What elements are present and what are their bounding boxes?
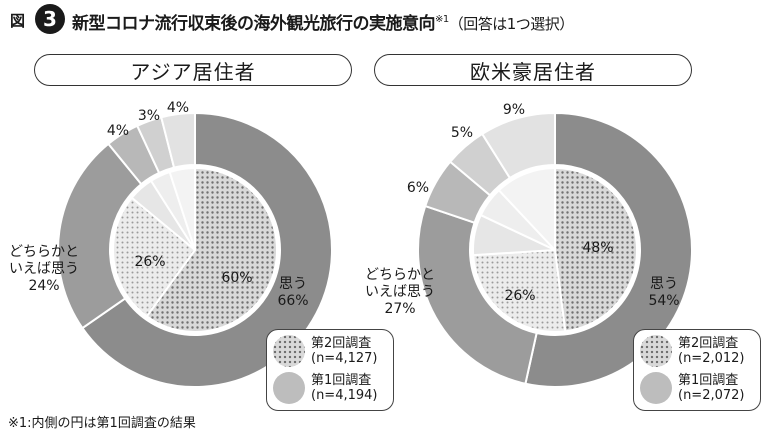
- inner-label-1: 26%: [134, 254, 165, 270]
- legend-swatch-wave2: [273, 335, 305, 367]
- chart-title: 新型コロナ流行収束後の海外観光旅行の実施意向※1（回答は1つ選択）: [72, 9, 574, 34]
- inner-slice-1: [112, 196, 197, 318]
- donut-asia: 思う 66% どちらかといえば思う 24% 4% 3% 4% 60% 26%: [9, 100, 333, 388]
- donut-west: 思う 54% どちらかといえば思う 27% 6% 5% 9% 48% 26%: [365, 102, 693, 388]
- outer-label-3: 3%: [138, 108, 160, 124]
- inner-label-0: 60%: [221, 270, 252, 286]
- legend-wave2-name: 第2回調査: [678, 336, 739, 351]
- panel-title-asia: アジア居住者: [34, 54, 352, 86]
- inner-slice-0: [554, 166, 638, 333]
- outer-label-4: 4%: [167, 100, 189, 116]
- figure-number-badge: 3: [35, 4, 65, 34]
- outer-label-3: 5%: [451, 125, 473, 141]
- panel-title-west: 欧米豪居住者: [374, 54, 692, 86]
- figure-label: 図: [10, 12, 26, 30]
- legend-wave1-name: 第1回調査: [678, 373, 739, 388]
- legend-wave1-name: 第1回調査: [311, 373, 372, 388]
- chart-title-note: ※1: [435, 14, 449, 25]
- legend-item-wave1: 第1回調査 (n=4,194): [273, 372, 378, 404]
- inner-slice-0: [145, 166, 278, 333]
- outer-slice-1: [417, 204, 538, 385]
- outer-slice-4: [480, 111, 556, 180]
- legend-item-wave2: 第2回調査 (n=4,127): [273, 335, 378, 367]
- legend-item-wave2: 第2回調査 (n=2,012): [640, 335, 745, 367]
- inner-label-0: 48%: [582, 240, 613, 256]
- outer-label-1: どちらかといえば思う 24%: [9, 244, 79, 294]
- inner-slice-4: [497, 166, 556, 253]
- legend-wave1-n: (n=4,194): [311, 388, 378, 403]
- outer-label-1: どちらかといえば思う 27%: [365, 267, 435, 317]
- legend-wave2-n: (n=2,012): [678, 351, 745, 366]
- inner-slice-1: [472, 248, 567, 333]
- outer-slice-0: [524, 111, 693, 388]
- outer-slice-4: [160, 111, 196, 169]
- chart-title-text: 新型コロナ流行収束後の海外観光旅行の実施意向: [72, 14, 436, 34]
- outer-label-0: 思う 66%: [277, 276, 308, 309]
- outer-label-2: 6%: [407, 180, 429, 196]
- inner-label-1: 26%: [504, 288, 535, 304]
- legend-swatch-wave1: [640, 372, 672, 404]
- legend-swatch-wave2: [640, 335, 672, 367]
- chart-title-tail: （回答は1つ選択）: [448, 15, 575, 33]
- outer-label-4: 9%: [503, 102, 525, 118]
- inner-slice-4: [168, 166, 196, 251]
- legend-west: 第2回調査 (n=2,012) 第1回調査 (n=2,072): [633, 329, 761, 411]
- legend-wave2-n: (n=4,127): [311, 351, 378, 366]
- footnote: ※1:内側の円は第1回調査の結果: [8, 416, 196, 431]
- legend-wave2-name: 第2回調査: [311, 336, 372, 351]
- outer-slice-0: [81, 111, 333, 388]
- legend-item-wave1: 第1回調査 (n=2,072): [640, 372, 745, 404]
- outer-label-0: 思う 54%: [648, 276, 679, 309]
- legend-asia: 第2回調査 (n=4,127) 第1回調査 (n=4,194): [266, 329, 394, 411]
- outer-label-2: 4%: [107, 123, 129, 139]
- legend-swatch-wave1: [273, 372, 305, 404]
- legend-wave1-n: (n=2,072): [678, 388, 745, 403]
